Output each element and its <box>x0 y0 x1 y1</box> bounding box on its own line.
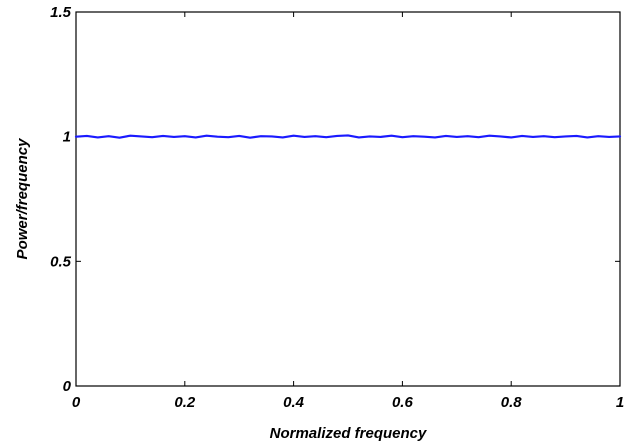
x-tick-label: 0.6 <box>392 394 414 411</box>
x-tick-label: 1 <box>616 394 624 411</box>
x-tick-label: 0 <box>72 394 81 411</box>
x-axis-label: Normalized frequency <box>270 425 427 442</box>
x-tick-labels: 0 0.2 0.4 0.6 0.8 1 <box>72 394 624 411</box>
x-tick-label: 0.4 <box>283 394 305 411</box>
y-tick-label: 1.5 <box>50 4 72 21</box>
x-tick-label: 0.2 <box>174 394 196 411</box>
y-axis-label: Power/frequency <box>14 138 31 260</box>
x-tick-label: 0.8 <box>501 394 523 411</box>
series-line <box>74 134 622 139</box>
series-layer <box>74 134 622 139</box>
y-tick-label: 0 <box>63 378 72 395</box>
y-tick-label: 0.5 <box>50 253 72 270</box>
y-tick-label: 1 <box>63 129 71 146</box>
plot-area <box>75 11 621 387</box>
y-tick-labels: 0 0.5 1 1.5 <box>50 4 72 395</box>
